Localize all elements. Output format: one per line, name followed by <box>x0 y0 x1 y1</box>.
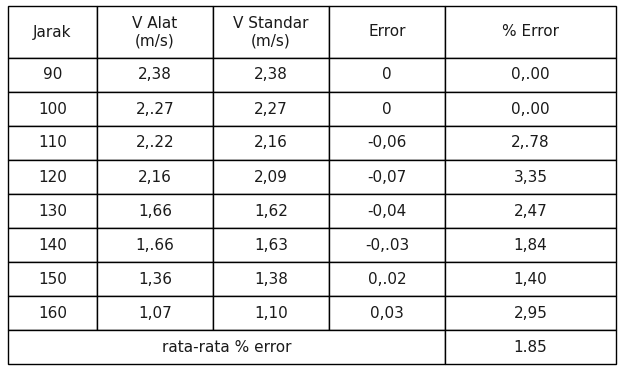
Text: 2,.27: 2,.27 <box>135 102 174 117</box>
Bar <box>445 228 616 262</box>
Bar <box>329 194 445 228</box>
Bar <box>445 330 616 364</box>
Bar <box>329 92 445 126</box>
Bar <box>213 6 329 58</box>
Bar <box>8 160 97 194</box>
Bar <box>8 194 97 228</box>
Bar <box>8 296 97 330</box>
Text: V Alat
(m/s): V Alat (m/s) <box>132 16 178 48</box>
Text: 90: 90 <box>43 68 62 83</box>
Text: 140: 140 <box>38 237 67 252</box>
Text: -0,07: -0,07 <box>368 169 407 185</box>
Bar <box>8 330 445 364</box>
Text: 2,16: 2,16 <box>254 135 288 151</box>
Bar <box>97 160 213 194</box>
Text: 0: 0 <box>382 102 392 117</box>
Text: 2,09: 2,09 <box>254 169 288 185</box>
Bar <box>329 160 445 194</box>
Bar <box>445 6 616 58</box>
Text: -0,.03: -0,.03 <box>365 237 409 252</box>
Bar <box>213 160 329 194</box>
Text: 2,.78: 2,.78 <box>511 135 550 151</box>
Text: 0: 0 <box>382 68 392 83</box>
Text: 110: 110 <box>38 135 67 151</box>
Bar <box>329 126 445 160</box>
Bar <box>8 262 97 296</box>
Bar <box>445 92 616 126</box>
Text: Error: Error <box>368 24 406 39</box>
Text: 1,38: 1,38 <box>254 271 288 286</box>
Text: 2,38: 2,38 <box>254 68 288 83</box>
Text: 100: 100 <box>38 102 67 117</box>
Bar <box>213 58 329 92</box>
Text: 130: 130 <box>38 203 67 218</box>
Bar <box>8 6 97 58</box>
Text: 2,27: 2,27 <box>254 102 288 117</box>
Text: Jarak: Jarak <box>33 24 72 39</box>
Text: 1,62: 1,62 <box>254 203 288 218</box>
Text: 0,.02: 0,.02 <box>368 271 406 286</box>
Text: 160: 160 <box>38 305 67 320</box>
Bar <box>445 194 616 228</box>
Text: 1,36: 1,36 <box>138 271 172 286</box>
Text: 2,47: 2,47 <box>514 203 547 218</box>
Bar <box>97 92 213 126</box>
Text: -0,06: -0,06 <box>368 135 407 151</box>
Text: 2,38: 2,38 <box>138 68 172 83</box>
Bar <box>329 58 445 92</box>
Bar <box>329 296 445 330</box>
Text: 2,.22: 2,.22 <box>135 135 174 151</box>
Bar <box>329 262 445 296</box>
Text: 2,95: 2,95 <box>514 305 547 320</box>
Bar <box>445 160 616 194</box>
Text: 0,.00: 0,.00 <box>511 102 550 117</box>
Text: rata-rata % error: rata-rata % error <box>162 340 291 354</box>
Text: 1,40: 1,40 <box>514 271 547 286</box>
Bar <box>213 92 329 126</box>
Bar <box>213 126 329 160</box>
Bar <box>445 296 616 330</box>
Bar <box>97 194 213 228</box>
Bar <box>97 228 213 262</box>
Text: 120: 120 <box>38 169 67 185</box>
Text: 0,.00: 0,.00 <box>511 68 550 83</box>
Bar <box>445 126 616 160</box>
Bar <box>97 126 213 160</box>
Text: 1.85: 1.85 <box>514 340 547 354</box>
Text: 1,63: 1,63 <box>254 237 288 252</box>
Text: 3,35: 3,35 <box>514 169 547 185</box>
Text: 2,16: 2,16 <box>138 169 172 185</box>
Bar <box>445 262 616 296</box>
Bar <box>97 58 213 92</box>
Bar <box>8 92 97 126</box>
Bar <box>97 262 213 296</box>
Bar <box>213 296 329 330</box>
Text: 1,.66: 1,.66 <box>135 237 175 252</box>
Text: 1,84: 1,84 <box>514 237 547 252</box>
Text: 150: 150 <box>38 271 67 286</box>
Text: 1,10: 1,10 <box>254 305 288 320</box>
Bar <box>213 228 329 262</box>
Bar <box>329 228 445 262</box>
Bar <box>8 228 97 262</box>
Text: 0,03: 0,03 <box>370 305 404 320</box>
Text: % Error: % Error <box>502 24 559 39</box>
Bar <box>213 194 329 228</box>
Bar <box>97 6 213 58</box>
Bar <box>8 58 97 92</box>
Text: -0,04: -0,04 <box>368 203 407 218</box>
Bar <box>329 6 445 58</box>
Bar <box>445 58 616 92</box>
Text: 1,07: 1,07 <box>138 305 172 320</box>
Bar <box>8 126 97 160</box>
Bar <box>213 262 329 296</box>
Text: 1,66: 1,66 <box>138 203 172 218</box>
Bar <box>97 296 213 330</box>
Text: V Standar
(m/s): V Standar (m/s) <box>233 16 309 48</box>
